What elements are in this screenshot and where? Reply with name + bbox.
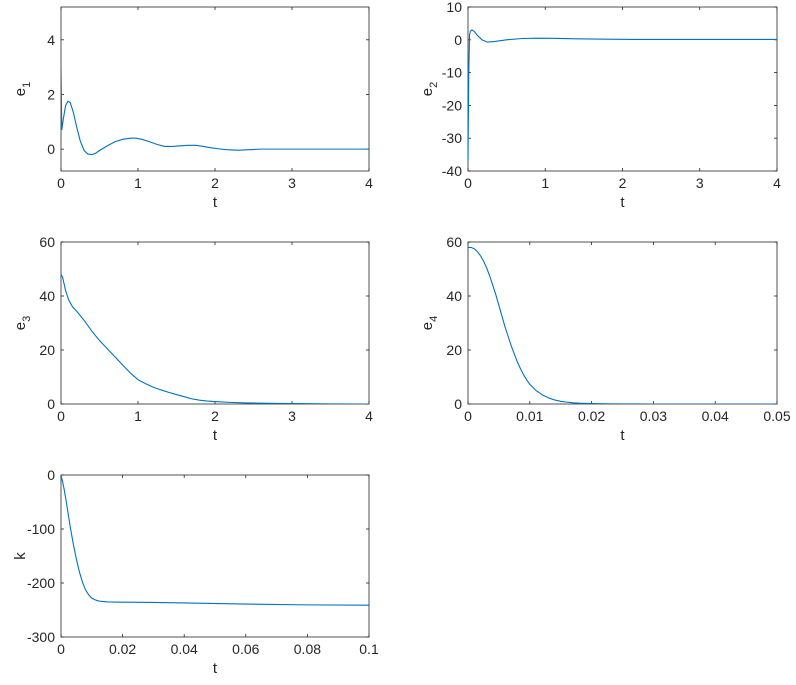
axes-box [467, 6, 778, 172]
x-tick-label: 3 [288, 408, 296, 424]
y-axis-label-main: e [12, 88, 29, 96]
y-tick-label: 0 [47, 467, 55, 483]
y-tick-label: -30 [442, 130, 462, 146]
x-tick-label: 2 [211, 175, 219, 191]
x-tick-label: 0.02 [109, 641, 136, 657]
x-tick-label: 0.06 [232, 641, 259, 657]
y-tick-label: 40 [446, 288, 462, 304]
x-tick-label: 2 [211, 408, 219, 424]
x-axis-label: t [620, 194, 625, 211]
x-tick-label: 3 [696, 175, 704, 191]
y-tick-label: 20 [39, 342, 55, 358]
series-line-1 [61, 67, 369, 156]
series-line-1 [61, 475, 369, 606]
y-tick-label: -20 [442, 97, 462, 113]
y-axis-label: e2 [419, 82, 440, 96]
x-tick-label: 0 [464, 175, 472, 191]
x-axis-label: t [213, 427, 218, 444]
x-tick-label: 3 [288, 175, 296, 191]
y-tick-label: -200 [27, 575, 55, 591]
x-axis-label: t [620, 427, 625, 444]
x-tick-label: 0.08 [294, 641, 321, 657]
x-tick-label: 0.03 [640, 408, 667, 424]
x-tick-label: 0.02 [578, 408, 605, 424]
x-tick-label: 4 [365, 175, 373, 191]
y-axis-label-subscript: 3 [21, 316, 33, 322]
x-tick-label: 0 [57, 641, 65, 657]
y-tick-label: 0 [47, 396, 55, 412]
x-tick-label: 0.04 [171, 641, 198, 657]
y-axis-label-main: k [12, 552, 29, 560]
y-tick-label: 10 [446, 0, 462, 15]
y-tick-label: 40 [39, 288, 55, 304]
x-tick-label: 4 [773, 175, 781, 191]
axes-box [467, 241, 778, 405]
x-tick-label: 0.05 [763, 408, 790, 424]
x-axis-label: t [213, 660, 218, 677]
axes-box [60, 241, 370, 405]
x-tick-label: 0.1 [359, 641, 379, 657]
axes-box [60, 474, 370, 638]
y-axis-label-main: e [12, 322, 29, 330]
x-tick-label: 1 [134, 408, 142, 424]
y-axis-label-subscript: 4 [428, 316, 440, 322]
y-axis-label: e3 [12, 316, 33, 330]
y-tick-label: 0 [454, 32, 462, 48]
y-tick-label: 20 [446, 342, 462, 358]
y-tick-label: 60 [446, 234, 462, 250]
y-tick-label: -40 [442, 163, 462, 179]
y-axis-label: e1 [12, 82, 33, 96]
y-tick-label: 0 [47, 141, 55, 157]
y-tick-label: -300 [27, 629, 55, 645]
y-axis-label: e4 [419, 316, 440, 330]
y-tick-label: 2 [47, 86, 55, 102]
x-tick-label: 4 [365, 408, 373, 424]
x-tick-label: 0.04 [702, 408, 729, 424]
y-tick-label: 60 [39, 234, 55, 250]
x-tick-label: 1 [134, 175, 142, 191]
subplot-4: 0 0.01 0.02 0.03 0.04 0.05 0 20 40 60 t e4 [419, 234, 791, 444]
y-tick-label: -100 [27, 521, 55, 537]
x-tick-label: 0 [464, 408, 472, 424]
y-tick-label: 4 [47, 32, 55, 48]
subplot-5: 0 0.02 0.04 0.06 0.08 0.1 0 -100 -200 -300 t k [12, 467, 379, 677]
x-tick-label: 0 [57, 408, 65, 424]
y-axis-label-subscript: 2 [428, 82, 440, 88]
x-tick-label: 1 [541, 175, 549, 191]
series-line-1 [468, 246, 777, 404]
series-line-1 [468, 29, 777, 162]
y-axis-label-main: e [419, 322, 436, 330]
y-axis-label: k [12, 552, 29, 560]
y-tick-label: -10 [442, 65, 462, 81]
x-axis-label: t [213, 194, 218, 211]
x-tick-label: 2 [619, 175, 627, 191]
series-line-1 [61, 274, 369, 404]
y-tick-label: 0 [454, 396, 462, 412]
y-axis-label-subscript: 1 [21, 82, 33, 88]
x-tick-label: 0 [57, 175, 65, 191]
x-tick-label: 0.01 [516, 408, 543, 424]
y-axis-label-main: e [419, 88, 436, 96]
